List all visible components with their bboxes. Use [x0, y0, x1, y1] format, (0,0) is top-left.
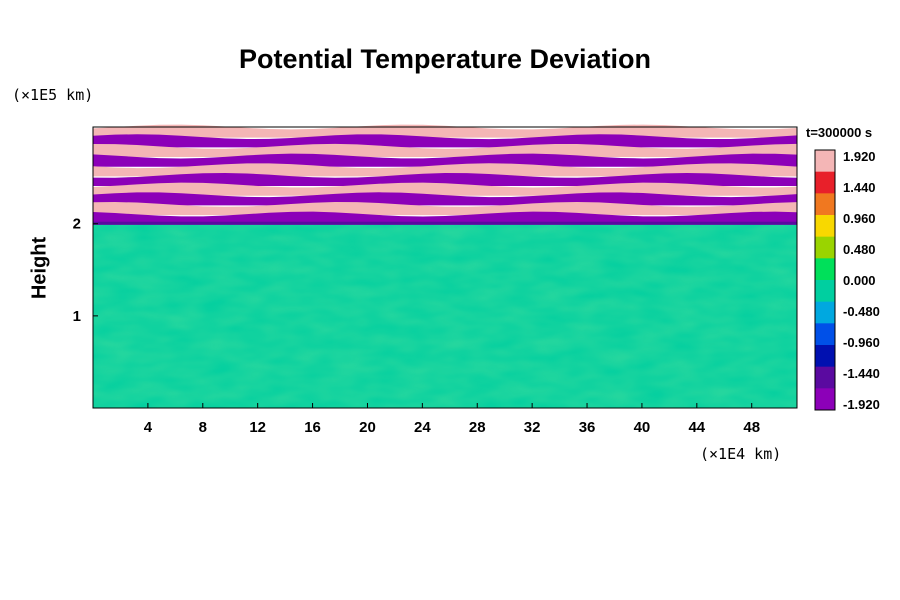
- stratified-band: [93, 172, 797, 187]
- plot-frame: [92, 126, 798, 409]
- x-tick-label: 16: [304, 419, 321, 436]
- x-tick-label: 36: [579, 419, 596, 436]
- stratified-band: [93, 143, 797, 158]
- y-tick-label: 2: [73, 216, 81, 233]
- x-tick-label: 24: [414, 419, 431, 436]
- stratified-band: [93, 163, 797, 177]
- heatmap-field: [93, 124, 797, 408]
- stratified-band: [93, 211, 797, 225]
- transition-line: [93, 221, 797, 225]
- x-tick-label: 48: [743, 419, 760, 436]
- x-tick-label: 12: [249, 419, 266, 436]
- x-tick-label: 20: [359, 419, 376, 436]
- stratified-band: [93, 134, 797, 148]
- chart-title: Potential Temperature Deviation: [238, 44, 652, 74]
- x-tick-label: 28: [469, 419, 486, 436]
- lower-layer-texture: [93, 223, 797, 408]
- x-axis-multiplier: (×1E4 km): [700, 445, 782, 463]
- x-tick-label: 32: [524, 419, 541, 436]
- time-label: t=300000 s: [806, 125, 873, 140]
- stratified-band: [93, 192, 797, 206]
- stratified-band: [93, 124, 797, 138]
- y-tick-label: 1: [73, 308, 81, 325]
- x-tick-label: 44: [688, 419, 705, 436]
- y-axis-multiplier: (×1E5 km): [12, 86, 94, 104]
- x-tick-label: 40: [634, 419, 651, 436]
- x-tick-label: 8: [199, 419, 207, 436]
- x-tick-label: 4: [144, 419, 153, 436]
- stratified-band: [93, 201, 797, 216]
- stratified-band: [93, 182, 797, 196]
